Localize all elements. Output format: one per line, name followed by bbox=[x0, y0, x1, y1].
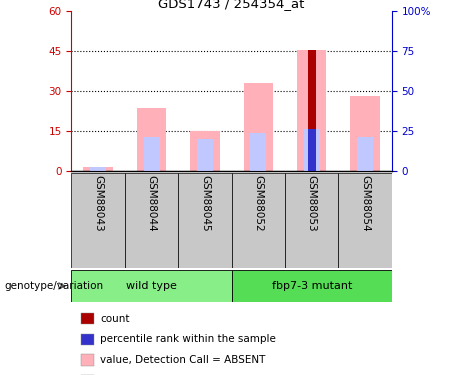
Bar bbox=[357, 137, 373, 171]
Text: GSM88054: GSM88054 bbox=[360, 176, 370, 232]
Bar bbox=[71, 172, 125, 268]
Bar bbox=[231, 172, 285, 268]
Bar bbox=[285, 172, 338, 268]
Bar bbox=[197, 139, 213, 171]
Bar bbox=[143, 137, 160, 171]
Bar bbox=[308, 129, 316, 171]
Text: genotype/variation: genotype/variation bbox=[5, 281, 104, 291]
Bar bbox=[304, 129, 320, 171]
Bar bbox=[71, 270, 231, 302]
Bar bbox=[231, 270, 392, 302]
Bar bbox=[308, 50, 316, 171]
Text: fbp7-3 mutant: fbp7-3 mutant bbox=[272, 281, 352, 291]
Bar bbox=[90, 166, 106, 171]
Text: percentile rank within the sample: percentile rank within the sample bbox=[100, 334, 277, 344]
Title: GDS1743 / 254354_at: GDS1743 / 254354_at bbox=[159, 0, 305, 10]
Text: wild type: wild type bbox=[126, 281, 177, 291]
Bar bbox=[338, 172, 392, 268]
Bar bbox=[83, 166, 113, 171]
Bar bbox=[250, 134, 266, 171]
Text: GSM88043: GSM88043 bbox=[93, 176, 103, 232]
Text: GSM88052: GSM88052 bbox=[254, 176, 263, 232]
Bar bbox=[244, 83, 273, 171]
Text: GSM88044: GSM88044 bbox=[147, 176, 157, 232]
Text: value, Detection Call = ABSENT: value, Detection Call = ABSENT bbox=[100, 355, 266, 365]
Bar bbox=[350, 96, 380, 171]
Text: GSM88045: GSM88045 bbox=[200, 176, 210, 232]
Bar bbox=[297, 50, 326, 171]
Bar bbox=[137, 108, 166, 171]
Bar bbox=[190, 131, 219, 171]
Bar bbox=[125, 172, 178, 268]
Text: count: count bbox=[100, 314, 130, 324]
Bar bbox=[178, 172, 231, 268]
Text: GSM88053: GSM88053 bbox=[307, 176, 317, 232]
